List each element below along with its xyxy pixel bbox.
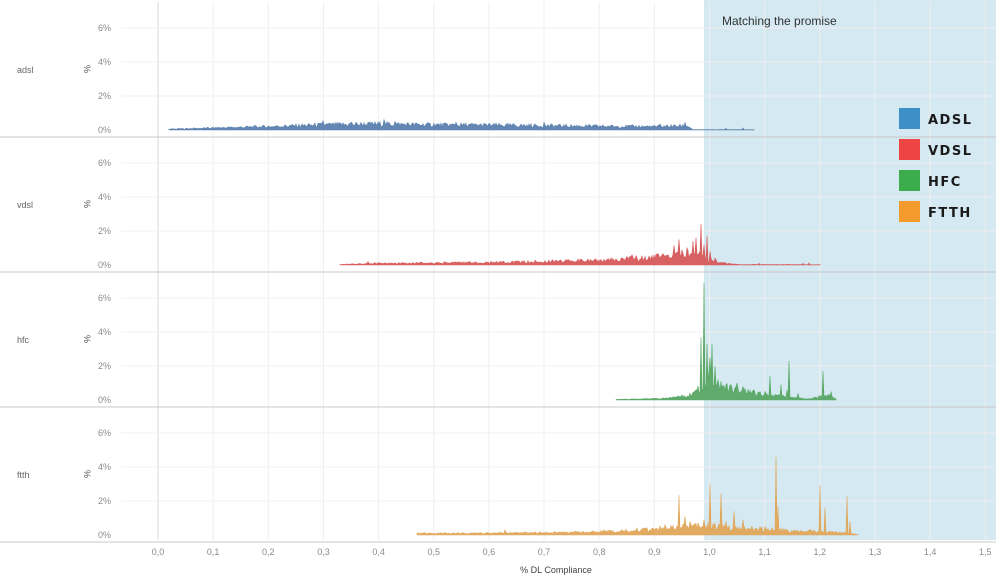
y-tick-label: 0%	[98, 125, 111, 135]
y-tick-label: 4%	[98, 462, 111, 472]
y-tick-label: 2%	[98, 361, 111, 371]
y-axis-unit-label: %	[82, 335, 92, 343]
x-tick-label: 1,5	[979, 547, 992, 557]
series-hfc-area	[615, 282, 837, 401]
y-tick-label: 0%	[98, 530, 111, 540]
x-tick-label: 0,3	[317, 547, 330, 557]
x-tick-label: 0,1	[207, 547, 220, 557]
row-label-ftth: ftth	[17, 470, 30, 480]
legend-label-adsl: ADSL	[928, 113, 973, 128]
x-tick-label: 1,1	[758, 547, 771, 557]
x-tick-label: 0,6	[483, 547, 496, 557]
x-axis-title: % DL Compliance	[520, 565, 592, 575]
y-tick-label: 6%	[98, 158, 111, 168]
x-tick-label: 1,3	[869, 547, 882, 557]
annotation-matching-promise: Matching the promise	[722, 14, 837, 28]
y-tick-label: 0%	[98, 260, 111, 270]
y-tick-label: 0%	[98, 395, 111, 405]
legend-swatch-vdsl	[899, 139, 920, 160]
x-tick-label: 1,4	[924, 547, 937, 557]
legend-label-vdsl: VDSL	[928, 144, 973, 159]
x-tick-label: 0,5	[427, 547, 440, 557]
y-axis-unit-label: %	[82, 470, 92, 478]
x-tick-label: 1,0	[703, 547, 716, 557]
matching-promise-region	[704, 0, 996, 540]
y-tick-label: 4%	[98, 192, 111, 202]
y-axis-unit-label: %	[82, 200, 92, 208]
y-tick-label: 6%	[98, 293, 111, 303]
x-tick-label: 1,2	[814, 547, 827, 557]
y-tick-label: 4%	[98, 57, 111, 67]
x-tick-label: 0,8	[593, 547, 606, 557]
y-tick-label: 2%	[98, 91, 111, 101]
x-tick-label: 0,4	[372, 547, 385, 557]
legend-label-ftth: FTTH	[928, 206, 972, 221]
legend: ADSL VDSL HFC FTTH	[899, 108, 973, 222]
x-tick-label: 0,2	[262, 547, 275, 557]
label-layer: 0,0 0,1 0,2 0,3 0,4 0,5 0,6 0,7 0,8 0,9 1,0 1,1 1,2 1…	[17, 23, 992, 557]
y-tick-label: 4%	[98, 327, 111, 337]
series-layer	[168, 118, 859, 536]
y-tick-label: 6%	[98, 23, 111, 33]
row-label-vdsl: vdsl	[17, 200, 33, 210]
series-ftth-area	[416, 456, 859, 536]
legend-swatch-hfc	[899, 170, 920, 191]
x-tick-label: 0,7	[538, 547, 551, 557]
legend-label-hfc: HFC	[928, 175, 962, 190]
series-vdsl-area	[339, 224, 821, 266]
legend-swatch-ftth	[899, 201, 920, 222]
x-tick-label: 0,0	[152, 547, 165, 557]
row-label-adsl: adsl	[17, 65, 34, 75]
y-tick-label: 2%	[98, 496, 111, 506]
legend-swatch-adsl	[899, 108, 920, 129]
grid-layer	[121, 2, 996, 540]
x-tick-label: 0,9	[648, 547, 661, 557]
panel-layer	[0, 136, 996, 543]
series-adsl-area	[168, 118, 755, 131]
y-tick-label: 6%	[98, 428, 111, 438]
y-axis-unit-label: %	[82, 65, 92, 73]
row-label-hfc: hfc	[17, 335, 30, 345]
y-tick-label: 2%	[98, 226, 111, 236]
